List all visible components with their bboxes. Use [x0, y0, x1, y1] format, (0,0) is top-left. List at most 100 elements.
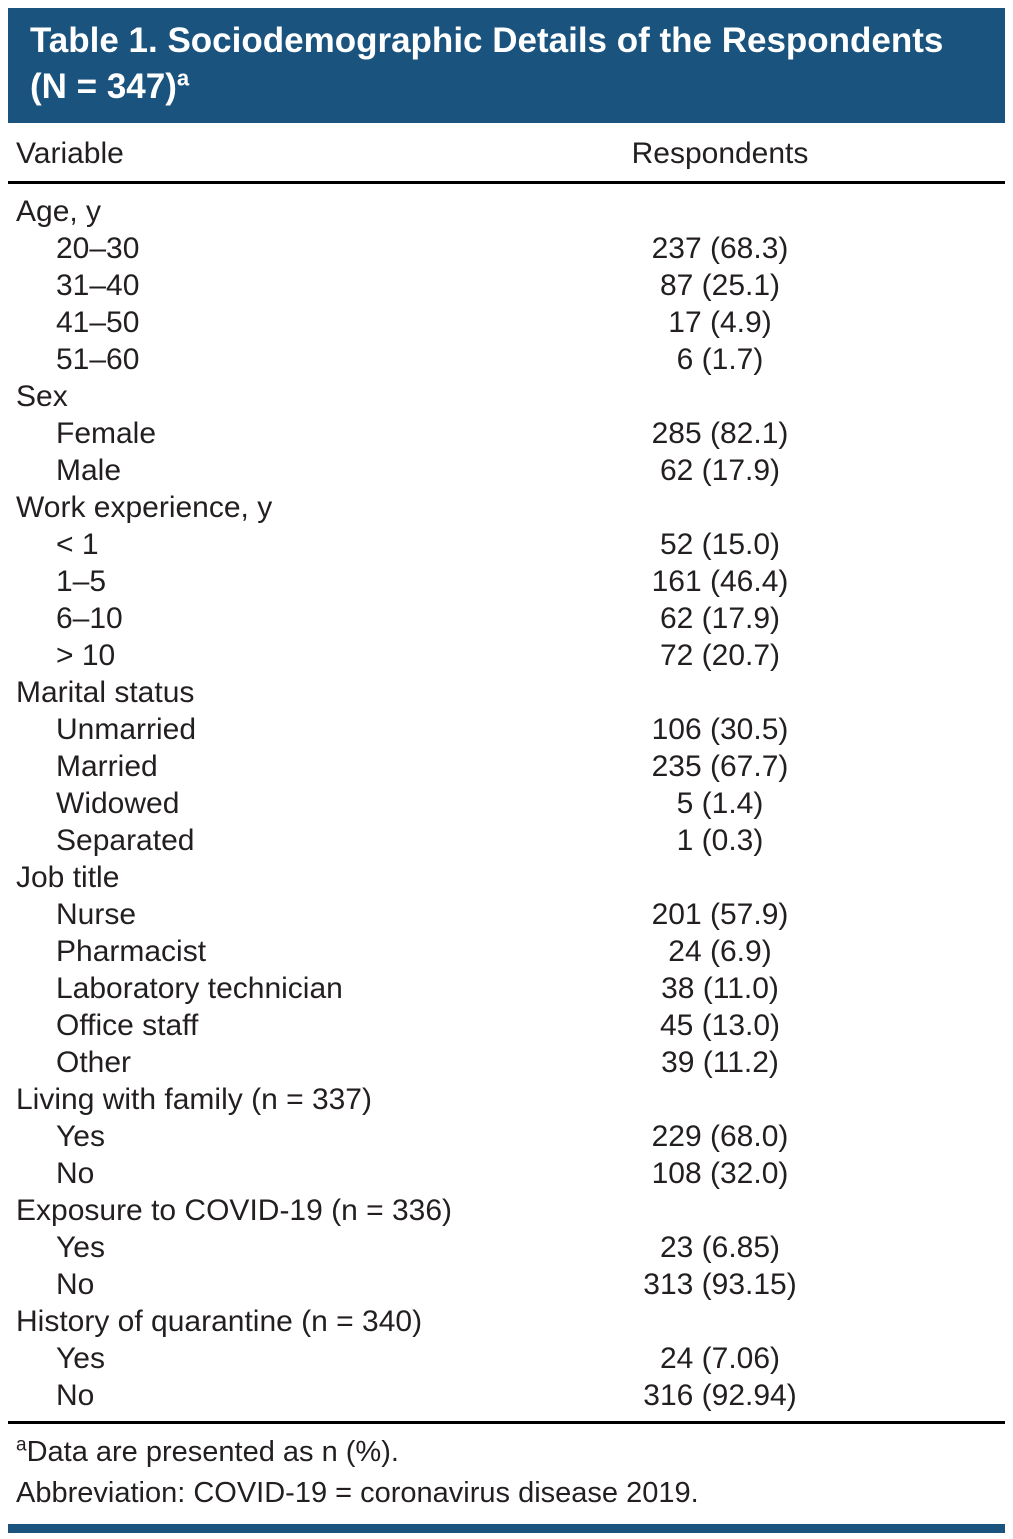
variable-label: 20–30 — [56, 232, 140, 265]
footnote-superscript: a — [16, 1434, 27, 1456]
section-header-label: History of quarantine (n = 340) — [16, 1305, 423, 1338]
section-header-row: Sex — [8, 378, 1005, 415]
table-footnotes: aData are presented as n (%). Abbreviati… — [8, 1421, 1005, 1524]
data-row: 1–5 161 (46.4) — [8, 563, 1005, 600]
respondents-value: 161 (46.4) — [651, 565, 789, 598]
section-header-row: History of quarantine (n = 340) — [8, 1303, 1005, 1340]
data-row: Nurse 201 (57.9) — [8, 896, 1005, 933]
sociodemographic-table: Variable Respondents Age, y 20–30 237 (68.… — [8, 123, 1005, 1414]
respondents-value: 39 (11.2) — [661, 1046, 779, 1079]
variable-label: Nurse — [56, 898, 137, 931]
variable-label: Pharmacist — [56, 935, 207, 968]
spacer-cell — [875, 452, 1005, 489]
spacer-cell — [875, 304, 1005, 341]
data-row: Office staff 45 (13.0) — [8, 1007, 1005, 1044]
respondents-value: 1 (0.3) — [676, 824, 764, 857]
variable-label: No — [56, 1268, 95, 1301]
respondents-value: 108 (32.0) — [651, 1157, 789, 1190]
respondents-value: 45 (13.0) — [659, 1009, 781, 1042]
spacer-cell — [875, 1266, 1005, 1303]
variable-label: No — [56, 1379, 95, 1412]
spacer-cell — [875, 563, 1005, 600]
variable-label: 1–5 — [56, 565, 107, 598]
variable-label: 6–10 — [56, 602, 123, 635]
data-row: Widowed 5 (1.4) — [8, 785, 1005, 822]
variable-label: Widowed — [56, 787, 180, 820]
variable-label: Female — [56, 417, 157, 450]
respondents-value: 235 (67.7) — [651, 750, 789, 783]
spacer-cell — [875, 822, 1005, 859]
section-header-label: Age, y — [16, 195, 102, 228]
variable-label: Yes — [56, 1120, 105, 1153]
spacer-cell — [875, 267, 1005, 304]
spacer-cell — [875, 230, 1005, 267]
section-header-label: Marital status — [16, 676, 195, 709]
data-row: Unmarried 106 (30.5) — [8, 711, 1005, 748]
bottom-rule — [8, 1524, 1005, 1533]
section-header-row: Age, y — [8, 183, 1005, 231]
column-header-spacer — [875, 123, 1005, 184]
data-row: < 1 52 (15.0) — [8, 526, 1005, 563]
variable-label: Yes — [56, 1231, 105, 1264]
column-header-respondents: Respondents — [565, 123, 875, 184]
spacer-cell — [875, 785, 1005, 822]
variable-label: Office staff — [56, 1009, 199, 1042]
respondents-value: 201 (57.9) — [651, 898, 789, 931]
table-title-line2: (N = 347)a — [30, 65, 190, 106]
column-header-variable: Variable — [8, 123, 565, 184]
table-title-line1: Table 1. Sociodemographic Details of the… — [30, 21, 944, 60]
respondents-value: 313 (93.15) — [643, 1268, 797, 1301]
spacer-cell — [875, 970, 1005, 1007]
variable-label: Separated — [56, 824, 195, 857]
respondents-value: 6 (1.7) — [676, 343, 764, 376]
respondents-value: 52 (15.0) — [659, 528, 781, 561]
data-row: No 108 (32.0) — [8, 1155, 1005, 1192]
respondents-value: 24 (7.06) — [659, 1342, 781, 1375]
spacer-cell — [875, 933, 1005, 970]
variable-label: 51–60 — [56, 343, 140, 376]
section-header-row: Marital status — [8, 674, 1005, 711]
data-row: Male 62 (17.9) — [8, 452, 1005, 489]
data-row: Yes 229 (68.0) — [8, 1118, 1005, 1155]
section-header-label: Job title — [16, 861, 120, 894]
section-header-label: Sex — [16, 380, 68, 413]
spacer-cell — [875, 1007, 1005, 1044]
spacer-cell — [875, 1155, 1005, 1192]
data-row: 31–40 87 (25.1) — [8, 267, 1005, 304]
respondents-value: 62 (17.9) — [659, 454, 781, 487]
variable-label: Other — [56, 1046, 132, 1079]
respondents-value: 285 (82.1) — [651, 417, 789, 450]
data-row: > 10 72 (20.7) — [8, 637, 1005, 674]
respondents-value: 24 (6.9) — [668, 935, 772, 968]
variable-label: > 10 — [56, 639, 116, 672]
respondents-value: 229 (68.0) — [651, 1120, 789, 1153]
respondents-value: 38 (11.0) — [661, 972, 779, 1005]
spacer-cell — [875, 1377, 1005, 1414]
data-row: Yes 23 (6.85) — [8, 1229, 1005, 1266]
spacer-cell — [875, 341, 1005, 378]
spacer-cell — [875, 1118, 1005, 1155]
data-row: Married 235 (67.7) — [8, 748, 1005, 785]
data-row: No 313 (93.15) — [8, 1266, 1005, 1303]
section-header-row: Work experience, y — [8, 489, 1005, 526]
section-header-row: Exposure to COVID-19 (n = 336) — [8, 1192, 1005, 1229]
section-header-row: Job title — [8, 859, 1005, 896]
section-header-label: Work experience, y — [16, 491, 273, 524]
data-row: Female 285 (82.1) — [8, 415, 1005, 452]
footnote-data-presentation: aData are presented as n (%). — [16, 1434, 399, 1468]
data-row: 6–10 62 (17.9) — [8, 600, 1005, 637]
variable-label: Married — [56, 750, 158, 783]
spacer-cell — [875, 896, 1005, 933]
data-row: Laboratory technician 38 (11.0) — [8, 970, 1005, 1007]
spacer-cell — [875, 711, 1005, 748]
respondents-value: 62 (17.9) — [659, 602, 781, 635]
data-row: Yes 24 (7.06) — [8, 1340, 1005, 1377]
data-row: 20–30 237 (68.3) — [8, 230, 1005, 267]
data-row: No 316 (92.94) — [8, 1377, 1005, 1414]
data-row: Other 39 (11.2) — [8, 1044, 1005, 1081]
data-row: Separated 1 (0.3) — [8, 822, 1005, 859]
respondents-value: 23 (6.85) — [659, 1231, 781, 1264]
variable-label: Male — [56, 454, 122, 487]
data-row: 41–50 17 (4.9) — [8, 304, 1005, 341]
